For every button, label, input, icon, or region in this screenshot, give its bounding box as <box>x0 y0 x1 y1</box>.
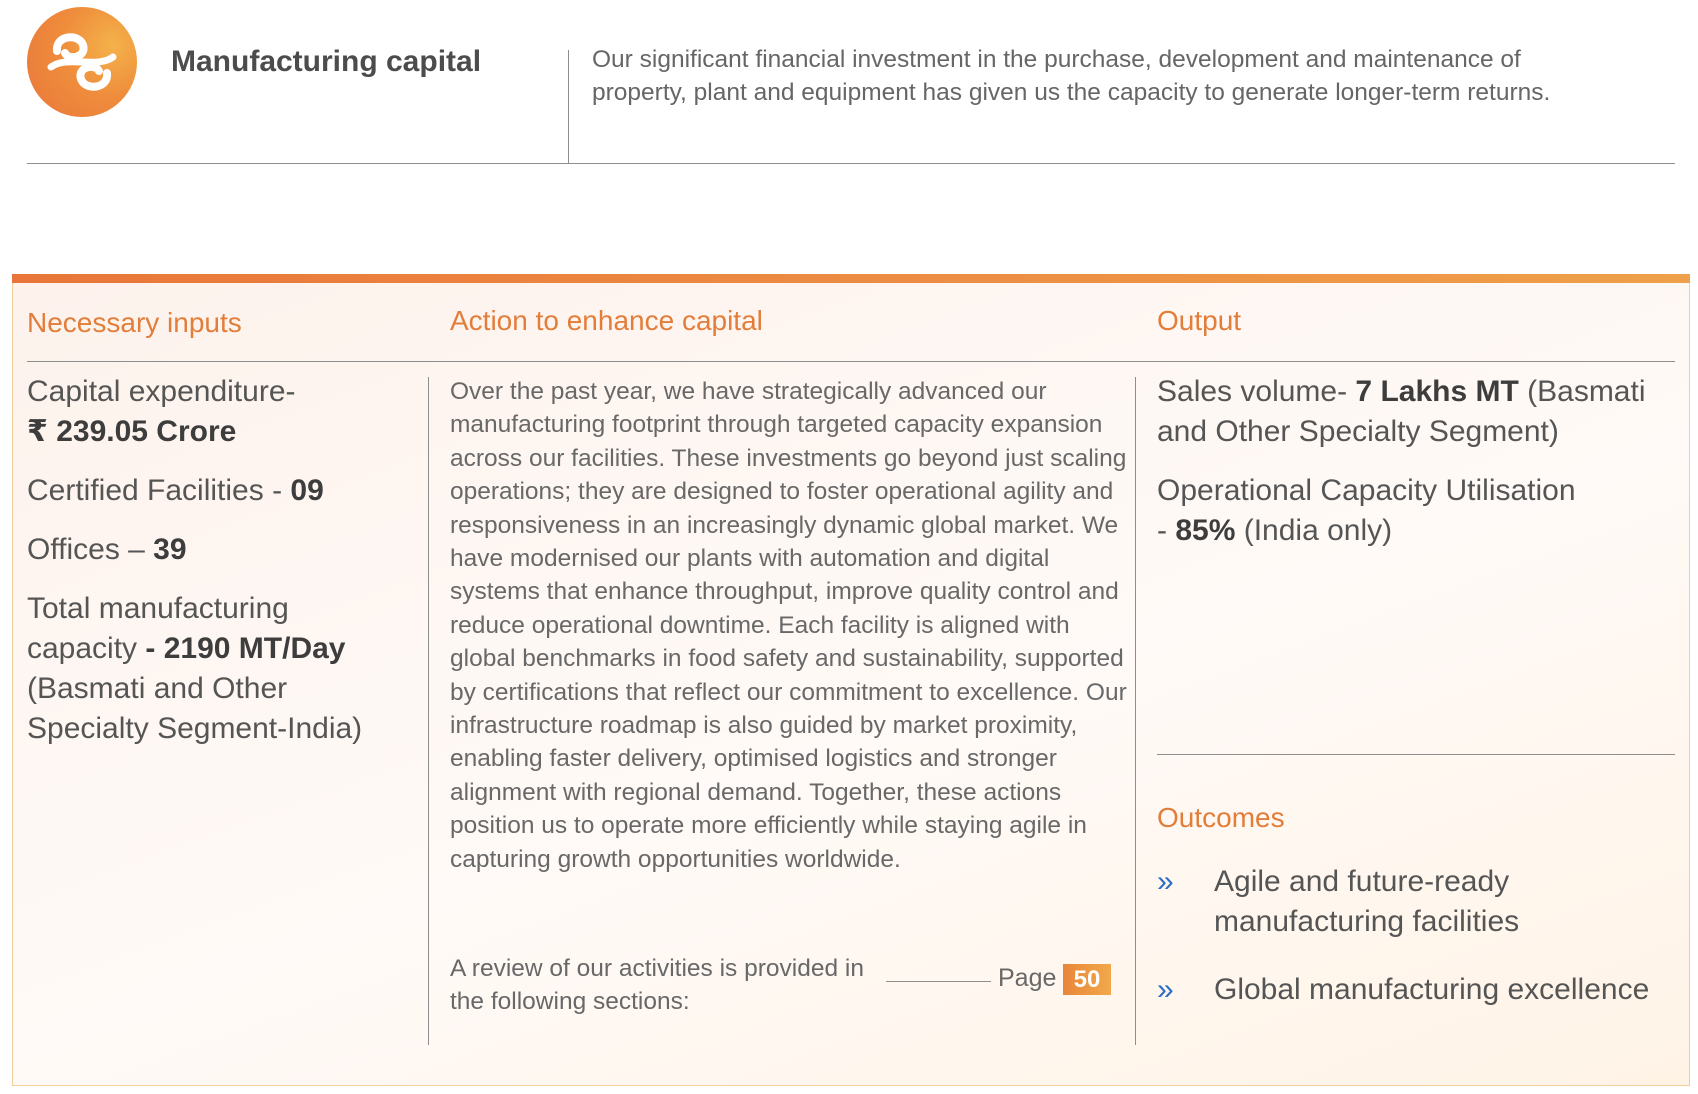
sales-note: (Basmati and Other Specialty Segment) <box>1157 375 1646 448</box>
page-label: Page <box>998 964 1057 992</box>
capacity-value: - 2190 MT/Day <box>145 632 346 665</box>
capital-panel <box>12 274 1690 1086</box>
column-divider-1 <box>428 377 429 1045</box>
sales-label: Sales volume- <box>1157 375 1356 408</box>
action-body: Over the past year, we have strategicall… <box>450 378 1127 873</box>
utilisation-item: Operational Capacity Utilisation - 85% (… <box>1157 471 1667 551</box>
inputs-column: Capital expenditure- ₹ 239.05 Crore Cert… <box>27 372 407 768</box>
sales-item: Sales volume- 7 Lakhs MT (Basmati and Ot… <box>1157 372 1667 452</box>
page-leader-line <box>886 981 991 982</box>
outcome-text: Global manufacturing excellence <box>1214 973 1650 1006</box>
review-text: A review of our activities is provided i… <box>450 955 864 1015</box>
capex-label: Capital expenditure- <box>27 375 296 408</box>
capex-value: ₹ 239.05 Crore <box>27 415 237 448</box>
capacity-label: Total manufacturing capacity <box>27 592 289 665</box>
action-heading: Action to enhance capital <box>450 305 763 336</box>
panel-accent-bar <box>12 274 1690 283</box>
certified-value: 09 <box>290 474 324 507</box>
output-heading: Output <box>1157 305 1242 336</box>
capex-item: Capital expenditure- ₹ 239.05 Crore <box>27 372 407 452</box>
utilisation-value: 85% <box>1175 514 1236 547</box>
capacity-note: (Basmati and Other Specialty Segment-Ind… <box>27 672 363 745</box>
certified-label: Certified Facilities - <box>27 474 291 507</box>
outcomes-list: » Agile and future-ready manufacturing f… <box>1157 862 1677 1038</box>
chevron-double-right-icon: » <box>1157 865 1174 898</box>
offices-label: Offices – <box>27 533 154 566</box>
outcomes-rule <box>1157 754 1675 755</box>
header-description: Our significant financial investment in … <box>592 46 1551 106</box>
list-item: » Agile and future-ready manufacturing f… <box>1157 862 1677 942</box>
output-column: Sales volume- 7 Lakhs MT (Basmati and Ot… <box>1157 372 1667 570</box>
offices-item: Offices – 39 <box>27 530 407 570</box>
column-divider-2 <box>1135 377 1136 1045</box>
utilisation-note: (India only) <box>1235 514 1393 547</box>
utilisation-prefix: - <box>1157 514 1176 547</box>
outcome-text: Agile and future-ready manufacturing fac… <box>1214 865 1520 938</box>
offices-value: 39 <box>153 533 187 566</box>
heading-rule <box>27 361 1675 362</box>
sales-value: 7 Lakhs MT <box>1355 375 1519 408</box>
header-rule <box>27 163 1675 164</box>
certified-item: Certified Facilities - 09 <box>27 471 407 511</box>
header-divider <box>568 50 569 163</box>
chevron-double-right-icon: » <box>1157 973 1174 1006</box>
utilisation-label: Operational Capacity Utilisation <box>1157 474 1576 507</box>
inputs-heading: Necessary inputs <box>27 307 242 338</box>
page-title: Manufacturing capital <box>171 45 482 78</box>
capacity-item: Total manufacturing capacity - 2190 MT/D… <box>27 589 407 749</box>
page-number-link[interactable]: 50 <box>1063 964 1111 995</box>
outcomes-heading: Outcomes <box>1157 802 1285 833</box>
list-item: » Global manufacturing excellence <box>1157 970 1677 1010</box>
capital-logo-icon <box>27 7 137 117</box>
